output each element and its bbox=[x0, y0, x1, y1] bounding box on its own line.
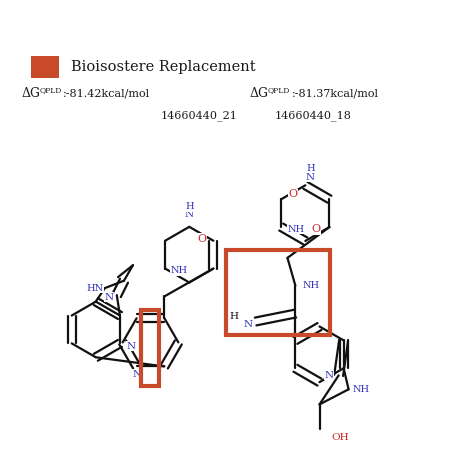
Text: Bioisostere Replacement: Bioisostere Replacement bbox=[71, 60, 255, 74]
Text: 14660440_21: 14660440_21 bbox=[161, 110, 237, 121]
Bar bbox=[141, 310, 159, 386]
Text: ΔG: ΔG bbox=[21, 87, 40, 100]
Text: N: N bbox=[185, 210, 194, 219]
Text: :-81.37kcal/mol: :-81.37kcal/mol bbox=[292, 89, 379, 99]
Text: NH: NH bbox=[303, 281, 320, 290]
Text: N: N bbox=[324, 371, 333, 380]
Text: N: N bbox=[243, 320, 252, 329]
Text: NH: NH bbox=[171, 266, 188, 275]
Text: 14660440_18: 14660440_18 bbox=[275, 110, 352, 121]
Bar bbox=[226, 250, 330, 336]
Text: H: H bbox=[185, 202, 193, 211]
Text: OH: OH bbox=[331, 433, 349, 442]
Text: QPLD: QPLD bbox=[39, 86, 62, 94]
Text: N: N bbox=[132, 370, 141, 379]
Text: :-81.42kcal/mol: :-81.42kcal/mol bbox=[63, 89, 150, 99]
Text: N: N bbox=[126, 342, 135, 351]
Text: NH: NH bbox=[288, 225, 305, 234]
Text: H: H bbox=[306, 164, 315, 173]
Text: QPLD: QPLD bbox=[268, 86, 290, 94]
Text: ΔG: ΔG bbox=[250, 87, 269, 100]
Text: NH: NH bbox=[353, 385, 370, 394]
Text: H: H bbox=[229, 312, 238, 321]
Text: N: N bbox=[104, 292, 113, 301]
Text: O: O bbox=[311, 224, 320, 234]
Text: HN: HN bbox=[86, 283, 103, 292]
Text: O: O bbox=[289, 189, 298, 199]
Text: O: O bbox=[197, 234, 206, 244]
Text: N: N bbox=[306, 173, 315, 182]
Bar bbox=[31, 56, 59, 78]
